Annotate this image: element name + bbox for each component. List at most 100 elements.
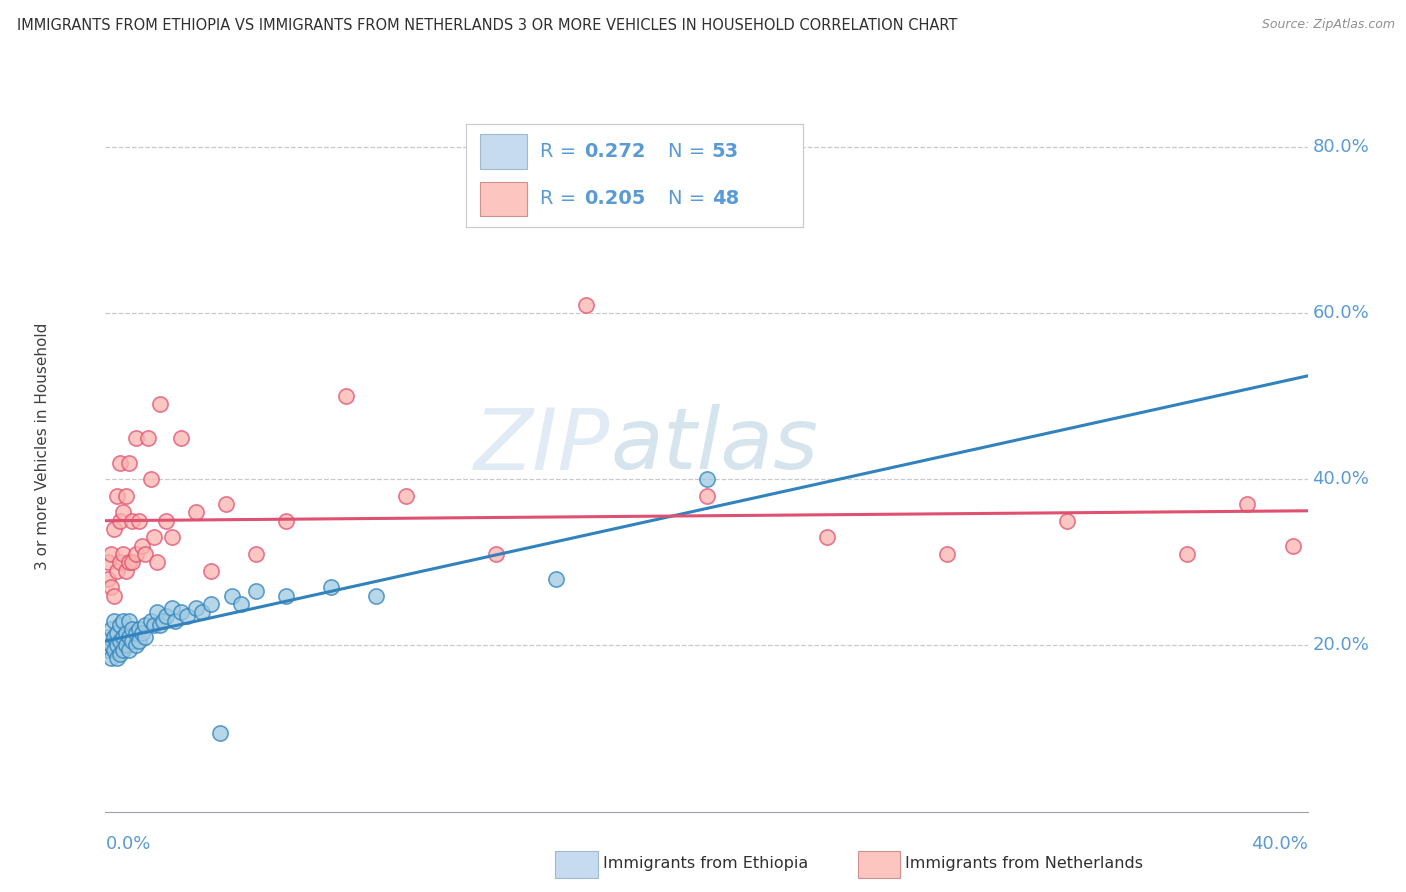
Point: [139, 614, 162, 628]
Point: [100, 639, 122, 653]
Point: [245, 584, 267, 599]
Point: [100, 622, 122, 636]
Point: [395, 489, 418, 503]
Text: 3 or more Vehicles in Household: 3 or more Vehicles in Household: [35, 322, 51, 570]
Text: 60.0%: 60.0%: [1312, 304, 1369, 322]
Point: [115, 626, 138, 640]
Point: [112, 630, 135, 644]
Point: [214, 497, 236, 511]
Text: Source: ZipAtlas.com: Source: ZipAtlas.com: [1261, 18, 1395, 31]
Point: [103, 589, 125, 603]
Point: [107, 564, 129, 578]
Point: [200, 597, 222, 611]
Text: 53: 53: [711, 143, 740, 161]
Point: [112, 614, 135, 628]
Point: [229, 597, 252, 611]
Point: [118, 642, 141, 657]
Text: R =: R =: [540, 143, 582, 161]
Point: [145, 555, 167, 569]
Point: [115, 639, 138, 653]
Point: [169, 431, 191, 445]
Text: IMMIGRANTS FROM ETHIOPIA VS IMMIGRANTS FROM NETHERLANDS 3 OR MORE VEHICLES IN HO: IMMIGRANTS FROM ETHIOPIA VS IMMIGRANTS F…: [17, 18, 957, 33]
Text: 20.0%: 20.0%: [1312, 637, 1369, 655]
Point: [1281, 539, 1303, 553]
Point: [110, 456, 132, 470]
Point: [100, 651, 122, 665]
Point: [139, 472, 162, 486]
Point: [131, 626, 153, 640]
Point: [1056, 514, 1078, 528]
Point: [335, 389, 357, 403]
Point: [245, 547, 267, 561]
Point: [97, 572, 120, 586]
Point: [124, 431, 146, 445]
Point: [152, 614, 174, 628]
Point: [100, 547, 122, 561]
Point: [815, 530, 838, 544]
Point: [97, 642, 120, 657]
Point: [163, 614, 186, 628]
Point: [155, 514, 177, 528]
Point: [160, 530, 183, 544]
Point: [103, 630, 125, 644]
Point: [100, 580, 122, 594]
Text: ZIP: ZIP: [474, 404, 610, 488]
Point: [131, 539, 153, 553]
Point: [103, 614, 125, 628]
Point: [136, 431, 159, 445]
Point: [115, 489, 138, 503]
Text: Immigrants from Netherlands: Immigrants from Netherlands: [905, 856, 1143, 871]
Point: [118, 456, 141, 470]
Point: [97, 555, 120, 569]
Text: 0.205: 0.205: [583, 189, 645, 209]
Point: [128, 622, 150, 636]
Point: [134, 630, 156, 644]
Point: [319, 580, 342, 594]
Point: [118, 555, 141, 569]
Point: [148, 617, 170, 632]
Point: [103, 642, 125, 657]
Point: [121, 634, 143, 648]
Point: [142, 530, 165, 544]
Point: [134, 617, 156, 632]
Text: N =: N =: [668, 143, 711, 161]
Text: 0.272: 0.272: [583, 143, 645, 161]
Point: [190, 605, 212, 619]
Point: [696, 472, 718, 486]
Text: 48: 48: [711, 189, 740, 209]
Point: [124, 639, 146, 653]
Text: Immigrants from Ethiopia: Immigrants from Ethiopia: [603, 856, 808, 871]
Point: [110, 634, 132, 648]
Point: [118, 614, 141, 628]
Point: [112, 506, 135, 520]
Point: [118, 630, 141, 644]
Point: [97, 630, 120, 644]
Point: [107, 639, 129, 653]
Point: [546, 572, 568, 586]
Bar: [479, 181, 527, 217]
Point: [110, 514, 132, 528]
Point: [155, 609, 177, 624]
Point: [107, 489, 129, 503]
Point: [128, 634, 150, 648]
Point: [110, 617, 132, 632]
Point: [274, 589, 297, 603]
Point: [107, 651, 129, 665]
Text: 80.0%: 80.0%: [1312, 137, 1369, 156]
Point: [936, 547, 959, 561]
Point: [128, 514, 150, 528]
Text: 40.0%: 40.0%: [1251, 835, 1308, 853]
Point: [134, 547, 156, 561]
Point: [1236, 497, 1258, 511]
Point: [148, 397, 170, 411]
Point: [145, 605, 167, 619]
Point: [110, 647, 132, 661]
Point: [121, 622, 143, 636]
Point: [169, 605, 191, 619]
Point: [124, 547, 146, 561]
Point: [364, 589, 387, 603]
Point: [142, 617, 165, 632]
Text: R =: R =: [540, 189, 582, 209]
Text: 0.0%: 0.0%: [105, 835, 150, 853]
Point: [112, 642, 135, 657]
